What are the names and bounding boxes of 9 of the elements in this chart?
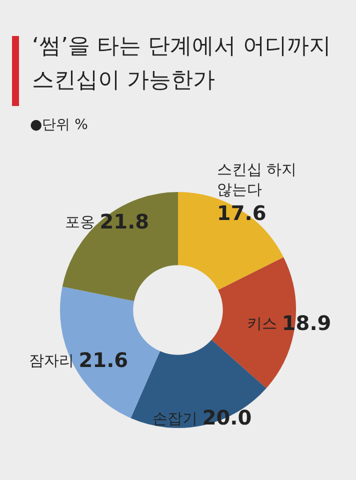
data-label: 21.8 [100,209,150,234]
slice-label: 포옹 [64,213,100,232]
data-label: 21.6 [78,348,128,372]
chart-subtitle: ●단위 % [30,116,88,134]
chart-title: ‘썸’을 타는 단계에서 어디까지 스킨십이 가능한가 [32,33,332,95]
slice-label: 손잡기 [152,409,202,428]
slice-label: 스킨십 하지 않는다 [216,160,297,199]
slice-label: 키스 [247,314,282,332]
slice-label: 잠자리 [28,352,79,370]
